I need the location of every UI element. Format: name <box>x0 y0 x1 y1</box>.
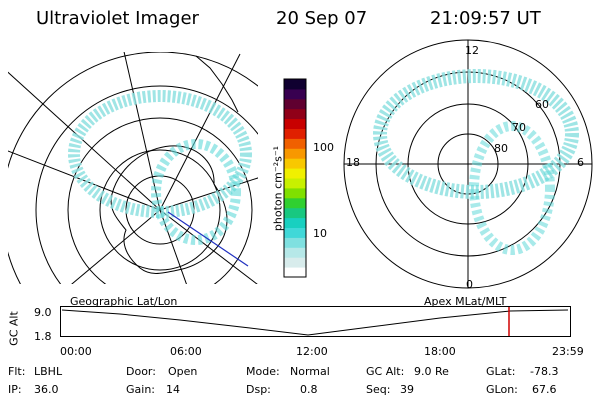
gain-label: Gain: <box>126 383 155 396</box>
colorbar-segment <box>284 128 306 139</box>
altitude-ytick-min: 1.8 <box>34 330 52 343</box>
geographic-map <box>8 52 258 284</box>
colorbar-segment <box>284 79 306 90</box>
instrument-title: Ultraviolet Imager <box>36 8 199 29</box>
gain-value: 14 <box>166 383 180 396</box>
colorbar-segment <box>284 118 306 129</box>
altitude-ylabel: GC Alt <box>7 311 21 346</box>
dsp-value: 0.8 <box>300 383 318 396</box>
glon-value: 67.6 <box>532 383 557 396</box>
colorbar-unit-label: photon cm⁻²s⁻¹ <box>271 145 285 232</box>
colorbar-segment <box>284 178 306 189</box>
colorbar-segment <box>284 88 306 100</box>
glat-value: -78.3 <box>530 365 559 378</box>
filter-label: Flt: <box>8 365 26 378</box>
colorbar-segment <box>284 267 306 278</box>
mode-label: Mode: <box>246 365 280 378</box>
colorbar-tick-10: 10 <box>313 227 327 240</box>
dsp-label: Dsp: <box>246 383 271 396</box>
colorbar-segment <box>284 108 306 120</box>
colorbar-tick-100: 100 <box>313 141 334 154</box>
colorbar-segment <box>284 138 306 149</box>
colorbar-segment <box>284 217 306 228</box>
mlat-label-80: 80 <box>494 142 508 155</box>
colorbar-segment <box>284 197 306 209</box>
geographic-caption: Geographic Lat/Lon <box>70 295 178 308</box>
altitude-ytick-max: 9.0 <box>34 306 52 319</box>
seq-label: Seq: <box>366 383 391 396</box>
door-value: Open <box>168 365 198 378</box>
mlat-label-60: 60 <box>535 98 549 111</box>
colorbar-segment <box>284 257 306 268</box>
altitude-xtick-0000: 00:00 <box>60 345 92 358</box>
time-label: 21:09:57 UT <box>430 8 541 29</box>
mlt-label-12: 12 <box>465 44 479 57</box>
door-label: Door: <box>126 365 156 378</box>
altitude-plot <box>60 306 571 337</box>
color-scale-bar <box>283 78 307 278</box>
glon-label: GLon: <box>486 383 518 396</box>
altitude-xtick-1800: 18:00 <box>424 345 456 358</box>
colorbar-segment <box>284 168 306 179</box>
altitude-xtick-0600: 06:00 <box>170 345 202 358</box>
colorbar-segment <box>284 187 306 199</box>
ip-label: IP: <box>8 383 22 396</box>
gc-alt-label: GC Alt: <box>366 365 405 378</box>
colorbar-segment <box>284 237 306 248</box>
mlt-label-6: 6 <box>577 156 584 169</box>
apex-caption: Apex MLat/MLT <box>424 295 507 308</box>
seq-value: 39 <box>400 383 414 396</box>
colorbar-segment <box>284 158 306 169</box>
colorbar-segment <box>284 98 306 110</box>
mlat-label-70: 70 <box>512 121 526 134</box>
mlt-label-0: 0 <box>466 278 473 291</box>
ip-value: 36.0 <box>34 383 59 396</box>
glat-label: GLat: <box>486 365 516 378</box>
altitude-xtick-1200: 12:00 <box>296 345 328 358</box>
colorbar-segment <box>284 247 306 258</box>
mode-value: Normal <box>290 365 330 378</box>
colorbar-segment <box>284 227 306 238</box>
filter-value: LBHL <box>34 365 63 378</box>
colorbar-segment <box>284 207 306 219</box>
magnetic-map <box>343 39 593 289</box>
gc-alt-value: 9.0 Re <box>414 365 449 378</box>
colorbar-segment <box>284 148 306 159</box>
altitude-xtick-2359: 23:59 <box>552 345 584 358</box>
mlt-label-18: 18 <box>346 156 360 169</box>
date-label: 20 Sep 07 <box>276 8 368 29</box>
